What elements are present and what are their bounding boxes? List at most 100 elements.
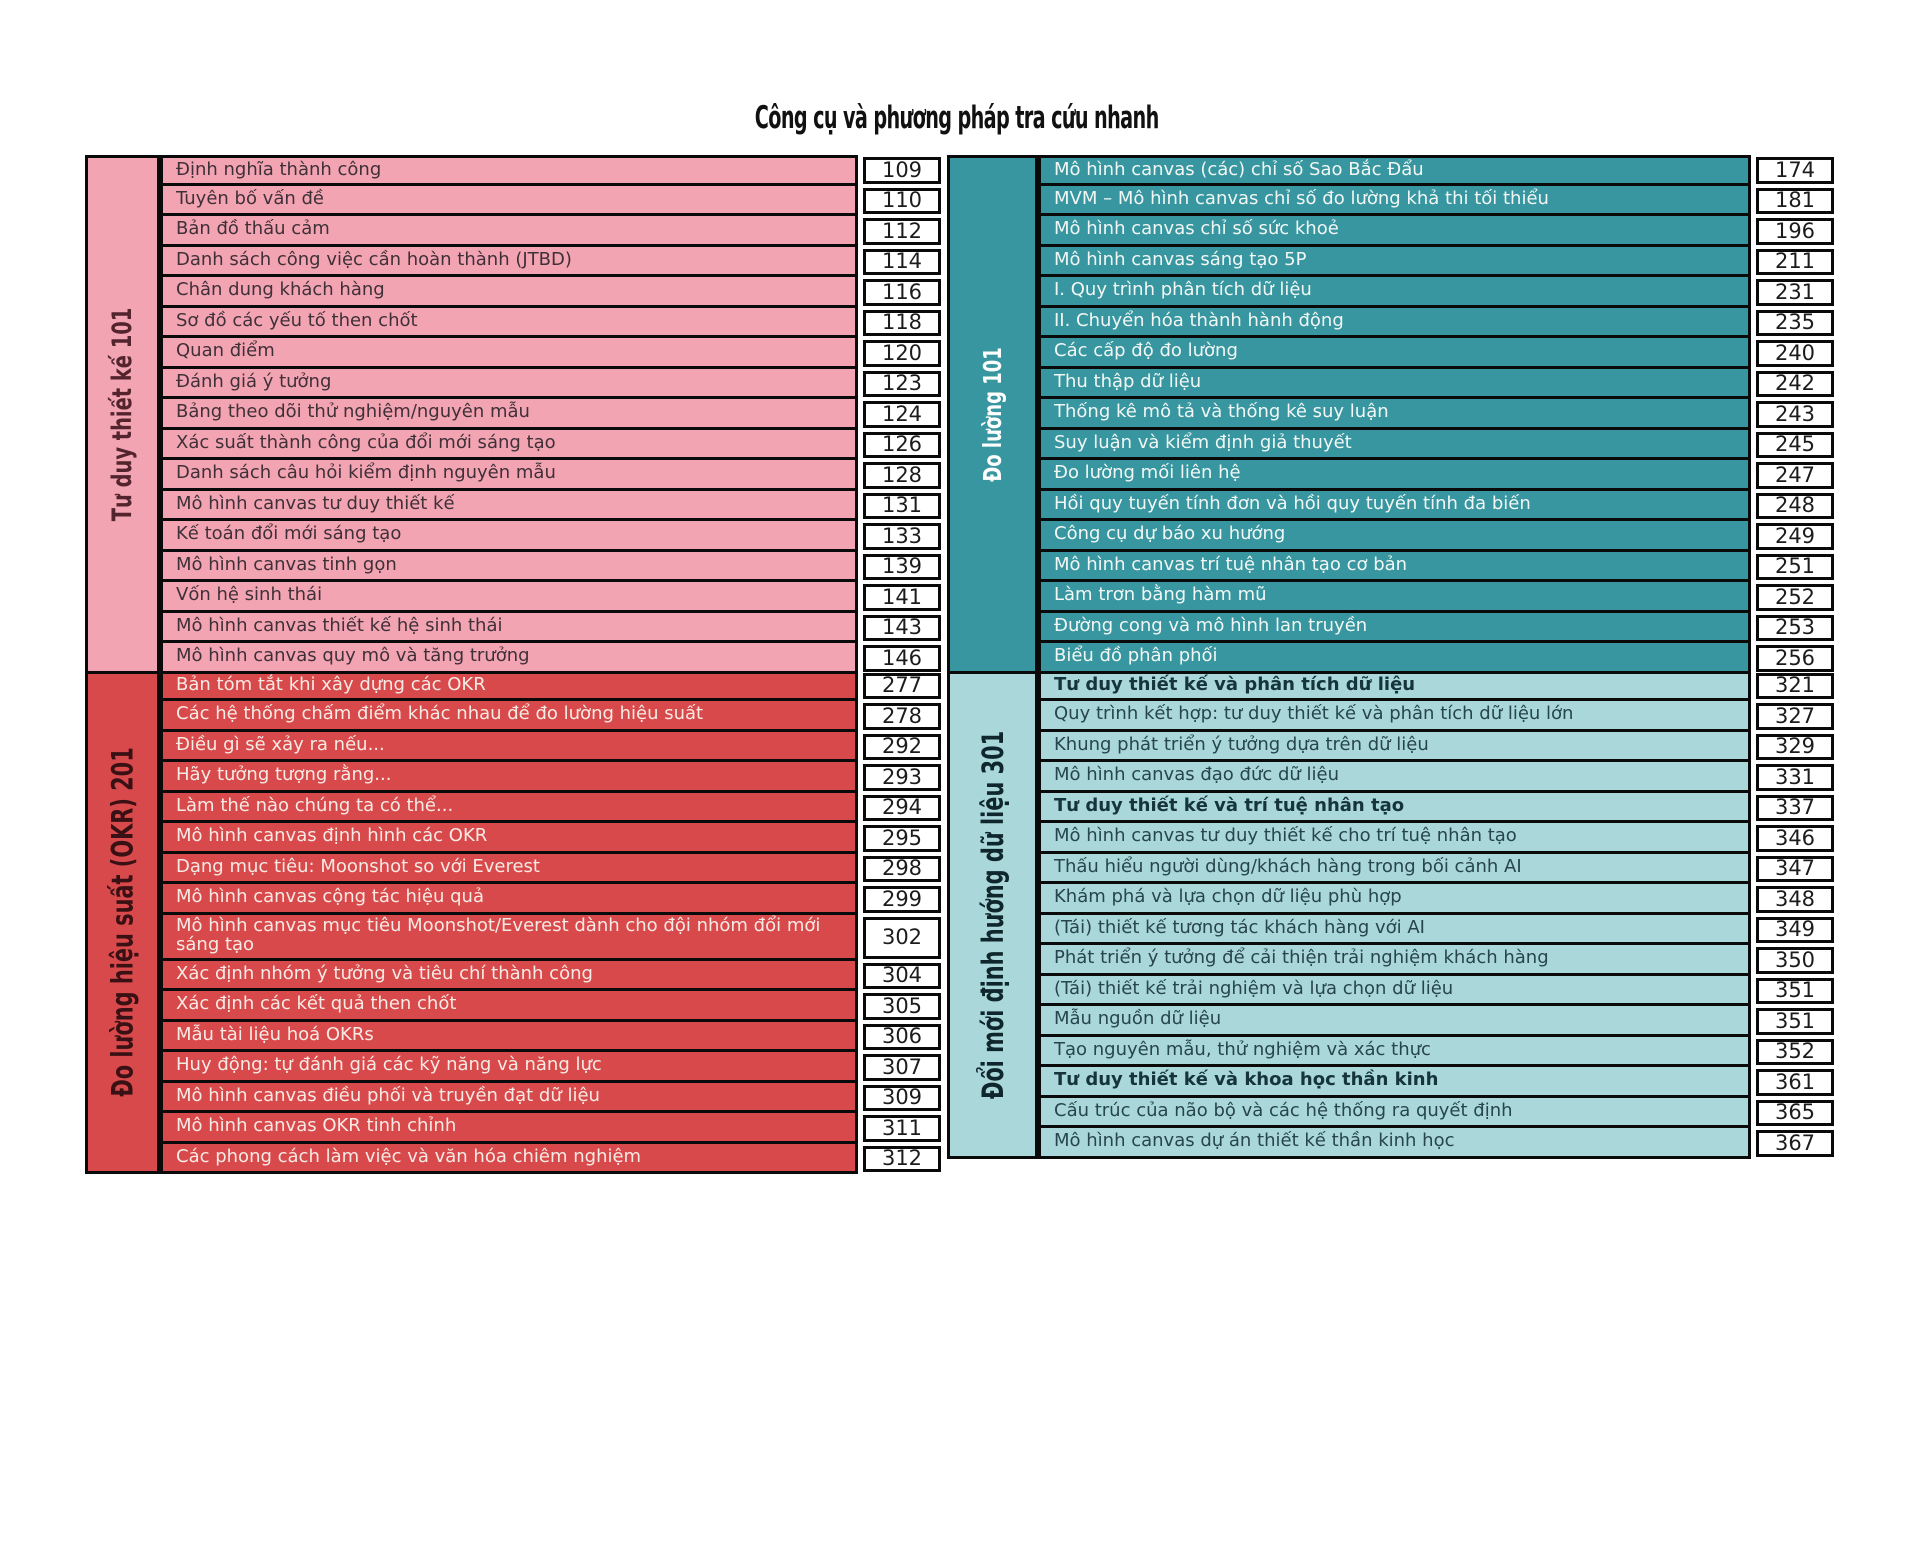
section-label-cell: Đổi mới định hướng dữ liệu 301	[947, 670, 1038, 1159]
toc-row: Làm thế nào chúng ta có thể... 294	[160, 792, 941, 823]
toc-item-title: Xác suất thành công của đổi mới sáng tạo	[160, 429, 858, 460]
page-number-cell: 348	[1751, 884, 1834, 915]
page-number: 196	[1756, 218, 1834, 245]
page-number-cell: 240	[1751, 338, 1834, 369]
page-number: 361	[1756, 1069, 1834, 1096]
toc-row: Mô hình canvas điều phối và truyền đạt d…	[160, 1082, 941, 1114]
toc-row: II. Chuyển hóa thành hành động 235	[1038, 307, 1834, 338]
page-number-cell: 292	[858, 732, 941, 763]
page-number-cell: 118	[858, 308, 941, 339]
toc-item-title: Công cụ dự báo xu hướng	[1038, 521, 1751, 552]
page-number-cell: 277	[858, 671, 941, 702]
section-rows: Tư duy thiết kế và phân tích dữ liệu 321 Q…	[1038, 670, 1834, 1159]
toc-item-title: MVM – Mô hình canvas chỉ số đo lường khả…	[1038, 185, 1751, 216]
toc-item-title: Mô hình canvas trí tuệ nhân tạo cơ bản	[1038, 551, 1751, 582]
toc-row: Thấu hiểu người dùng/khách hàng trong bố…	[1038, 853, 1834, 885]
toc-row: I. Quy trình phân tích dữ liệu 231	[1038, 277, 1834, 308]
page-number-cell: 351	[1751, 976, 1834, 1007]
page-number: 311	[863, 1115, 941, 1142]
page-number: 306	[863, 1023, 941, 1050]
toc-item-title: Đường cong và mô hình lan truyền	[1038, 612, 1751, 643]
page-number: 295	[863, 825, 941, 852]
toc-item-title: Quan điểm	[160, 338, 858, 369]
page-number-cell: 126	[858, 430, 941, 461]
toc-item-title: Xác định nhóm ý tưởng và tiêu chí thành …	[160, 960, 858, 991]
toc-item-title: Mô hình canvas định hình các OKR	[160, 823, 858, 854]
page-number: 128	[863, 462, 941, 489]
toc-item-title: (Tái) thiết kế trải nghiệm và lựa chọn d…	[1038, 975, 1751, 1006]
toc-row: Cấu trúc của não bộ và các hệ thống ra q…	[1038, 1097, 1834, 1128]
toc-item-title: Mô hình canvas quy mô và tăng trưởng	[160, 643, 858, 674]
toc-item-title: Mô hình canvas dự án thiết kế thần kinh …	[1038, 1128, 1751, 1159]
toc-row: Hãy tưởng tượng rằng... 293	[160, 762, 941, 793]
page-number: 253	[1756, 614, 1834, 641]
toc-item-title: Tạo nguyên mẫu, thử nghiệm và xác thực	[1038, 1036, 1751, 1067]
toc-item-title: Mô hình canvas điều phối và truyền đạt d…	[160, 1082, 858, 1113]
page-number-cell: 351	[1751, 1006, 1834, 1037]
page-number-cell: 311	[858, 1113, 941, 1144]
page-number-cell: 123	[858, 369, 941, 400]
page-number: 346	[1756, 825, 1834, 852]
page-number-cell: 114	[858, 247, 941, 278]
left-column: Tư duy thiết kế 101 Định nghĩa thành côn…	[85, 155, 941, 1174]
page-number: 305	[863, 993, 941, 1020]
toc-row: Tư duy thiết kế và trí tuệ nhân tạo 337	[1038, 792, 1834, 824]
toc-row: Mô hình canvas tư duy thiết kế 131	[160, 490, 941, 521]
page-number: 242	[1756, 370, 1834, 397]
toc-item-title: (Tái) thiết kế tương tác khách hàng với …	[1038, 914, 1751, 945]
toc-item-title: Mô hình canvas tinh gọn	[160, 551, 858, 582]
toc-row: Các phong cách làm việc và văn hóa chiêm…	[160, 1143, 941, 1174]
toc-item-title: Danh sách câu hỏi kiểm định nguyên mẫu	[160, 460, 858, 491]
page-number-cell: 298	[858, 854, 941, 885]
page-number-cell: 337	[1751, 793, 1834, 824]
page-number-cell: 249	[1751, 521, 1834, 552]
page-title-text: Công cụ và phương pháp tra cứu nhanh	[755, 100, 1160, 136]
page-number-cell: 329	[1751, 732, 1834, 763]
page-number: 350	[1756, 947, 1834, 974]
page-number-cell: 211	[1751, 247, 1834, 278]
page-number: 329	[1756, 733, 1834, 760]
page-number: 114	[863, 248, 941, 275]
page-number: 349	[1756, 916, 1834, 943]
page-number-cell: 120	[858, 338, 941, 369]
page-number: 278	[863, 703, 941, 730]
page-number-cell: 347	[1751, 854, 1834, 885]
toc-item-title: Mô hình canvas sáng tạo 5P	[1038, 246, 1751, 277]
toc-item-title: I. Quy trình phân tích dữ liệu	[1038, 277, 1751, 308]
page-number-cell: 247	[1751, 460, 1834, 491]
toc-item-title: Chân dung khách hàng	[160, 277, 858, 308]
toc-row: Bảng theo dõi thử nghiệm/nguyên mẫu 124	[160, 399, 941, 430]
page-number: 293	[863, 764, 941, 791]
toc-row: Mô hình canvas quy mô và tăng trưởng 146	[160, 643, 941, 674]
page-number-cell: 116	[858, 277, 941, 308]
page-number: 141	[863, 584, 941, 611]
page-number: 331	[1756, 764, 1834, 791]
toc-row: Các hệ thống chấm điểm khác nhau để đo l…	[160, 701, 941, 732]
page-number-cell: 293	[858, 762, 941, 793]
page-number: 312	[863, 1145, 941, 1172]
toc-row: Danh sách công việc cần hoàn thành (JTBD…	[160, 246, 941, 278]
toc-row: Mô hình canvas đạo đức dữ liệu 331	[1038, 762, 1834, 793]
toc-row: Bản đồ thấu cảm 112	[160, 216, 941, 247]
toc-row: Định nghĩa thành công 109	[160, 155, 941, 186]
page-number-cell: 278	[858, 701, 941, 732]
toc-row: Tư duy thiết kế và phân tích dữ liệu 321	[1038, 670, 1834, 701]
toc-row: MVM – Mô hình canvas chỉ số đo lường khả…	[1038, 185, 1834, 216]
section-label-cell: Đo lường hiệu suất (OKR) 201	[85, 670, 160, 1174]
right-column: Đo lường 101 Mô hình canvas (các) chỉ số…	[947, 155, 1834, 1159]
page-number: 252	[1756, 584, 1834, 611]
page-number-cell: 245	[1751, 430, 1834, 461]
page-number-cell: 309	[858, 1083, 941, 1114]
toc-row: Phát triển ý tưởng để cải thiện trải ngh…	[1038, 945, 1834, 976]
page-number: 348	[1756, 886, 1834, 913]
page-number-cell: 299	[858, 884, 941, 915]
toc-item-title: Định nghĩa thành công	[160, 155, 858, 186]
page-number: 133	[863, 523, 941, 550]
toc-item-title: Hãy tưởng tượng rằng...	[160, 762, 858, 793]
toc-item-title: Biểu đồ phân phối	[1038, 643, 1751, 674]
toc-row: Mô hình canvas mục tiêu Moonshot/Everest…	[160, 914, 941, 961]
page-number: 243	[1756, 401, 1834, 428]
toc-row: Quy trình kết hợp: tư duy thiết kế và ph…	[1038, 701, 1834, 732]
toc-item-title: Mô hình canvas thiết kế hệ sinh thái	[160, 612, 858, 643]
page-number: 120	[863, 340, 941, 367]
